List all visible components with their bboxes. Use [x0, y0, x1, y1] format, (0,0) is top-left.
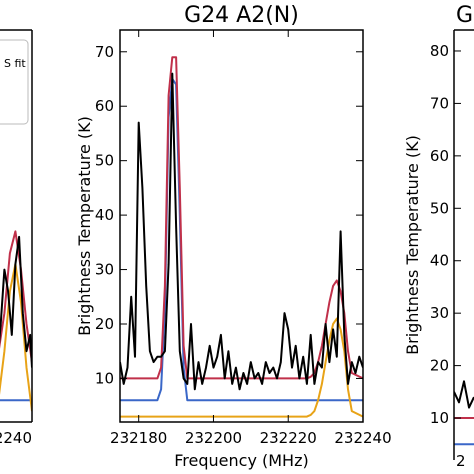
- y-tick-label: 70: [95, 43, 114, 61]
- y-tick-label: 60: [430, 147, 449, 165]
- spectrum-line: [120, 72, 363, 391]
- x-tick-label: 232180: [110, 429, 167, 447]
- legend-box: [0, 39, 29, 125]
- plot-area: [0, 230, 32, 412]
- y-tick-label: 70: [430, 94, 449, 112]
- plot-area: [454, 380, 474, 446]
- x-tick-label: 2: [456, 452, 466, 470]
- y-tick-label: 50: [430, 199, 449, 217]
- plot-area: [120, 56, 363, 418]
- panel-middle: 10 20 30 40 50 60 70 232180 232200 232220 232240 G2…: [75, 3, 392, 470]
- fit-total-line: [120, 56, 363, 380]
- axes-frame: [119, 29, 364, 423]
- series-line: [0, 230, 32, 363]
- y-tick-label: 50: [95, 152, 114, 170]
- y-tick-label: 40: [95, 206, 114, 224]
- y-axis-label: Brightness Temperature (K): [403, 135, 422, 355]
- y-tick-label: 30: [95, 261, 114, 279]
- y-tick-label: 20: [430, 357, 449, 375]
- x-tick-label: 232220: [260, 429, 317, 447]
- panel-title: G24 A2(N): [184, 3, 299, 28]
- x-axis-label: Frequency (MHz): [174, 451, 308, 470]
- legend-entry: S fit: [4, 57, 26, 70]
- panel-right: 10 20 30 40 50 60 70 80 G Brightness Temperature …: [403, 3, 474, 470]
- y-tick-label: 10: [430, 409, 449, 427]
- y-tick-label: 40: [430, 252, 449, 270]
- series-line: [0, 235, 32, 368]
- x-tick-label: 232240: [334, 429, 391, 447]
- series-line: [0, 263, 32, 412]
- panel-title: G: [456, 3, 473, 28]
- x-tick-label: 232200: [185, 429, 242, 447]
- y-tick-label: 60: [95, 97, 114, 115]
- y-axis-label: Brightness Temperature (K): [75, 116, 94, 336]
- y-tick-label: 30: [430, 304, 449, 322]
- panel-left: S fit 232240: [0, 29, 33, 447]
- y-tick-label: 10: [95, 369, 114, 387]
- x-tick-label: 232240: [0, 429, 32, 447]
- series-line: [454, 380, 474, 409]
- y-tick-label: 80: [430, 42, 449, 60]
- y-tick-label: 20: [95, 315, 114, 333]
